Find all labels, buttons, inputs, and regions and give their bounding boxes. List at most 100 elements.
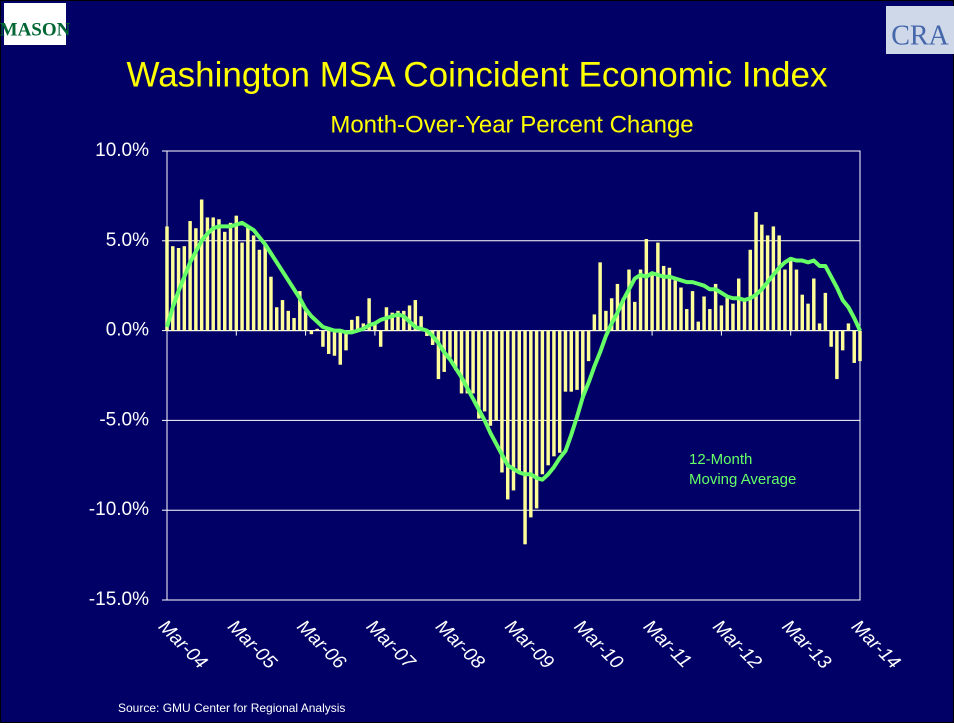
bar [286,310,291,331]
bar [194,228,198,331]
bar [679,287,683,331]
bar [228,222,233,331]
bar [355,316,360,331]
bar [477,330,481,419]
bar [494,330,498,421]
bar [552,330,556,457]
bar [338,330,342,365]
y-tick-label: 0.0% [106,320,149,341]
y-tick-label: 10.0% [95,140,149,161]
bar [234,215,239,331]
bar [269,276,273,331]
bar [448,330,452,358]
bar [454,330,458,371]
bar [274,307,279,331]
bar [638,269,643,331]
logo-right-box [886,6,954,54]
bar [604,310,608,331]
bar [344,330,348,351]
bar [609,298,614,331]
bar [471,330,475,394]
bar [829,330,833,347]
logo-left: MASON [0,19,71,40]
bar [217,219,221,331]
bar [557,330,562,453]
bar [823,292,828,331]
bar [754,212,758,331]
bar [788,258,793,331]
bar [251,235,256,331]
bar [690,291,695,331]
annotation: Moving Average [689,471,796,488]
bar [396,310,400,331]
bar [350,319,354,331]
bar [419,316,423,331]
bar [298,291,302,331]
moving-average-line [165,220,862,482]
bar [482,330,487,412]
bar [546,330,550,466]
bar [627,269,631,331]
annotation: 12-Month [689,451,752,468]
bar [633,301,637,331]
bar [500,330,504,473]
bar [529,330,533,518]
bar [292,318,296,331]
chart-title: Washington MSA Coincident Economic Index [126,55,828,94]
bar [205,217,210,331]
bar [667,267,672,331]
bar [211,217,215,331]
bar [402,310,406,331]
y-tick-label: -15.0% [89,589,149,610]
bar [713,283,718,331]
bar [846,323,851,331]
bar [592,314,597,331]
bar [812,278,816,331]
logo-left-box [4,3,66,45]
bar [817,323,822,331]
bar [575,330,579,390]
y-tick-label: 5.0% [106,230,149,251]
bar [488,330,493,426]
bar [858,330,862,362]
bar [656,242,660,331]
bar [794,269,799,331]
bar [199,199,204,331]
bar [806,303,810,331]
logo-right: CRA [891,20,949,51]
bar [569,330,573,392]
bar [223,231,227,331]
bar [725,296,729,331]
chart-subtitle: Month-Over-Year Percent Change [330,111,693,138]
bar [673,280,677,331]
bar [731,303,735,331]
bar [505,330,510,500]
bar [315,328,319,331]
bar [240,242,244,331]
bar [598,262,602,331]
bar [188,221,192,331]
bar [280,300,285,331]
bar [326,330,331,354]
bar [459,330,464,394]
bar [835,330,839,380]
bar [332,330,337,356]
bar [309,330,314,335]
bar [650,273,654,331]
y-tick-label: -5.0% [99,409,149,430]
bar [165,226,169,331]
bar [378,330,383,347]
bar [685,309,689,331]
bar [644,239,649,331]
bar [390,312,394,331]
bar [615,283,620,331]
bar [263,244,267,331]
bar [465,330,470,394]
bar [413,300,418,331]
bar [373,323,377,331]
bar [783,269,787,331]
bar [246,226,250,331]
bar [800,294,804,331]
bar [523,330,527,545]
